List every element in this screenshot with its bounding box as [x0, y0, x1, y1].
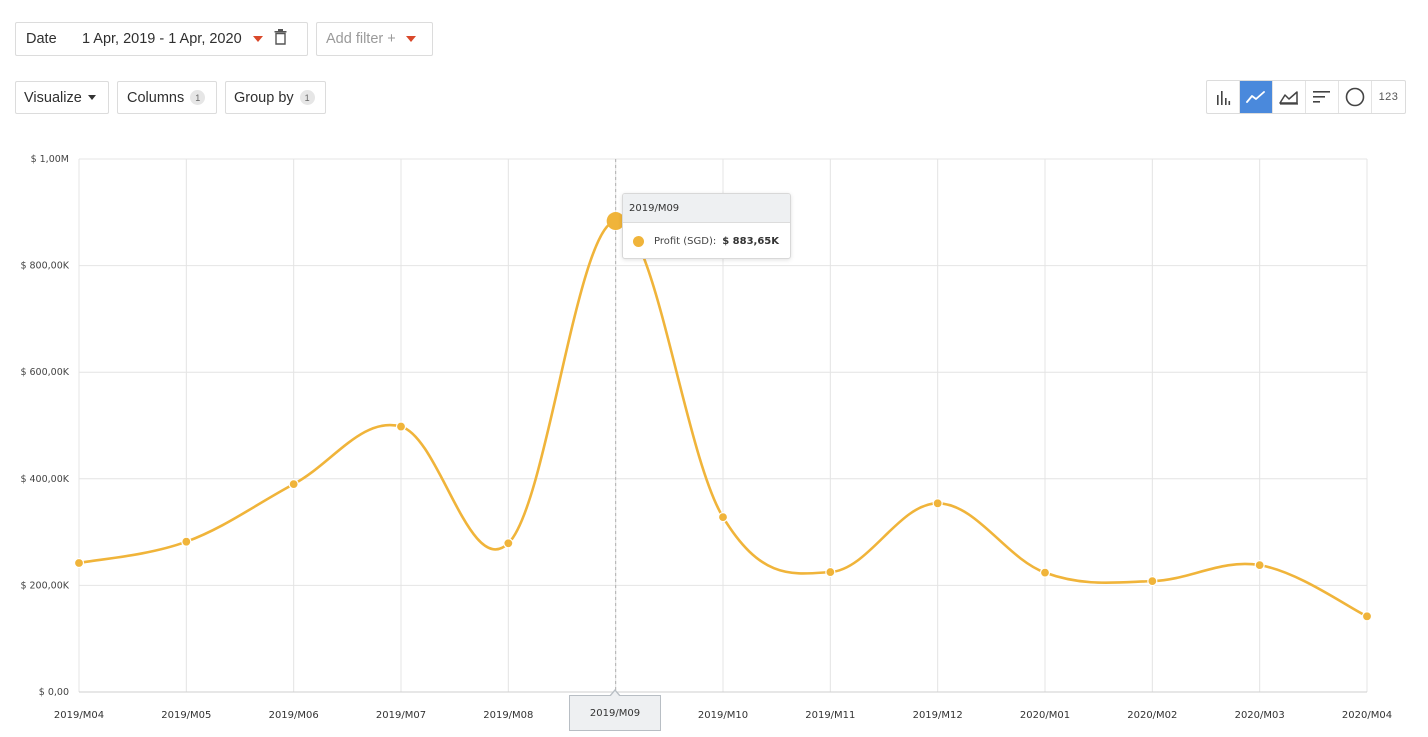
x-tick-label: 2019/M07: [376, 710, 426, 721]
chart-tooltip: 2019/M09 Profit (SGD): $ 883,65K: [622, 193, 791, 259]
group-by-label: Group by: [234, 89, 294, 106]
data-point[interactable]: [395, 421, 407, 432]
columns-count-badge: 1: [190, 90, 206, 105]
tooltip-row: Profit (SGD): $ 883,65K: [623, 223, 790, 258]
date-filter-label: Date: [26, 31, 57, 47]
y-axis: $ 0,00 $ 200,00K $ 400,00K $ 600,00K $ 800,0…: [20, 154, 69, 698]
chevron-down-icon: [87, 95, 96, 100]
data-point[interactable]: [825, 566, 836, 578]
x-tick-label: 2019/M08: [483, 710, 533, 721]
date-range-dropdown-icon[interactable]: [252, 36, 263, 42]
data-point[interactable]: [1039, 567, 1051, 578]
tooltip-title: 2019/M09: [623, 194, 790, 223]
bar-chart-icon: [1217, 91, 1231, 105]
x-tick-label: 2019/M06: [269, 710, 319, 721]
trash-icon[interactable]: [274, 29, 287, 49]
x-axis-highlight-label: 2019/M09: [569, 689, 661, 731]
y-tick-label: $ 400,00K: [20, 474, 69, 485]
visualize-label: Visualize: [24, 89, 82, 106]
data-point[interactable]: [73, 557, 85, 569]
date-filter[interactable]: Date 1 Apr, 2019 - 1 Apr, 2020: [15, 22, 308, 56]
y-tick-label: $ 600,00K: [20, 367, 69, 378]
data-point[interactable]: [717, 512, 729, 523]
sorted-bar-button[interactable]: [1306, 81, 1339, 113]
data-point[interactable]: [1254, 560, 1265, 571]
series-line-profit: [78, 219, 1368, 618]
data-point[interactable]: [288, 479, 299, 490]
x-tick-label: 2019/M04: [54, 710, 104, 721]
x-tick-label: 2019/M05: [161, 710, 211, 721]
sorted-bar-icon: [1313, 91, 1330, 103]
visualize-button[interactable]: Visualize: [15, 81, 109, 114]
add-filter-dropdown-icon: [405, 36, 416, 42]
tooltip-value: $ 883,65K: [722, 235, 780, 247]
x-tick-label: 2019/M12: [913, 710, 963, 721]
x-tick-label: 2020/M04: [1342, 710, 1392, 721]
columns-label: Columns: [127, 89, 185, 106]
y-tick-label: $ 0,00: [39, 687, 69, 698]
add-filter-button[interactable]: Add filter +: [316, 22, 433, 56]
data-point[interactable]: [932, 498, 943, 509]
x-tick-label: 2020/M02: [1127, 710, 1177, 721]
number-view-label: 123: [1378, 91, 1399, 103]
visualization-type-switcher: 123: [1206, 80, 1406, 114]
columns-button[interactable]: Columns 1: [117, 81, 217, 114]
group-by-count-badge: 1: [299, 90, 315, 105]
data-point[interactable]: [1361, 611, 1373, 622]
add-filter-label: Add filter +: [326, 31, 396, 47]
x-tick-label: 2019/M10: [698, 710, 748, 721]
line-chart-button[interactable]: [1240, 81, 1273, 113]
date-range-value[interactable]: 1 Apr, 2019 - 1 Apr, 2020: [82, 31, 242, 47]
x-tick-label: 2020/M01: [1020, 710, 1070, 721]
number-view-button[interactable]: 123: [1372, 81, 1405, 113]
area-chart-button[interactable]: [1273, 81, 1306, 113]
y-tick-label: $ 800,00K: [20, 261, 69, 272]
data-point[interactable]: [1147, 576, 1158, 587]
area-chart-icon: [1279, 91, 1298, 105]
bar-chart-button[interactable]: [1207, 81, 1240, 113]
pie-chart-button[interactable]: [1339, 81, 1372, 113]
x-tick-label: 2019/M11: [805, 710, 855, 721]
pie-chart-icon: [1345, 87, 1365, 107]
tooltip-series-label: Profit (SGD):: [654, 235, 717, 247]
series-color-dot: [633, 235, 644, 247]
data-point[interactable]: [606, 212, 625, 231]
group-by-button[interactable]: Group by 1: [225, 81, 326, 114]
x-tick-label: 2020/M03: [1235, 710, 1285, 721]
x-axis: 2019/M04 2019/M05 2019/M06 2019/M07 2019/M08…: [54, 691, 1392, 721]
data-point[interactable]: [503, 538, 514, 549]
y-tick-label: $ 1,00M: [31, 154, 69, 165]
y-tick-label: $ 200,00K: [20, 580, 69, 591]
data-point[interactable]: [181, 536, 192, 547]
line-chart-icon: [1246, 91, 1265, 103]
series-points: [73, 212, 1373, 622]
